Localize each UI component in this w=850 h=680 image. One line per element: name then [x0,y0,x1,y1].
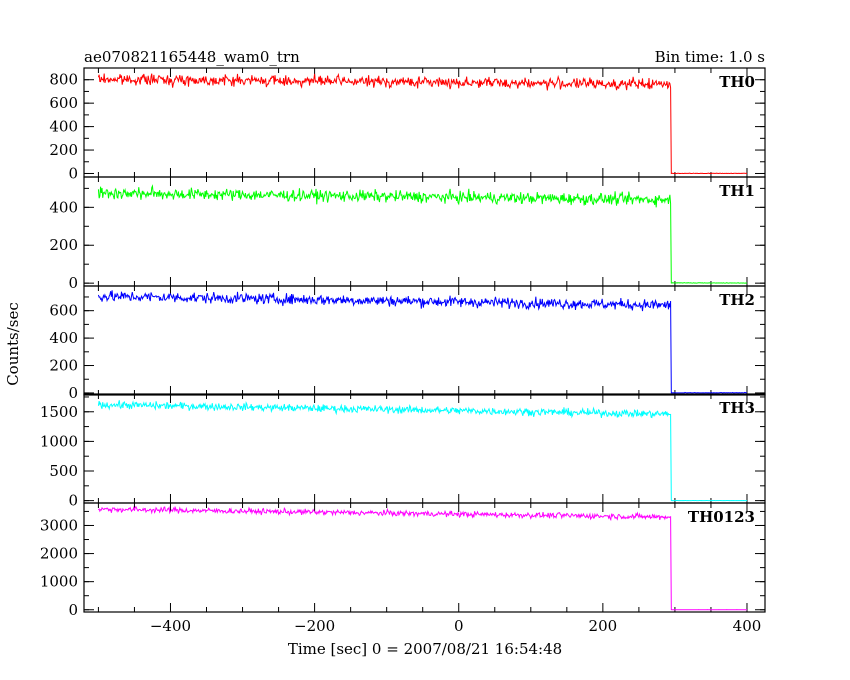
series-th2 [97,290,748,394]
x-axis-label: Time [sec] 0 = 2007/08/21 16:54:48 [288,640,562,658]
series-th0 [97,72,748,175]
y-tick-label: 600 [49,94,78,112]
chart-title: ae070821165448_wam0_trn [84,48,300,66]
y-tick-label: 3000 [40,516,78,534]
panel-frame [83,393,766,504]
x-tick-label: 0 [454,617,464,635]
y-tick-label: 0 [68,164,78,182]
series-th0123 [98,505,748,611]
series-th1 [97,184,748,284]
y-tick-label: 0 [68,601,78,619]
panel-frame [83,67,766,178]
panel-th2: 0 200 400 600 TH2 [49,285,766,402]
y-tick-label: 0 [68,384,78,402]
y-tick-label: 0 [68,492,78,510]
panel-label: TH0 [719,73,755,91]
y-tick-label: 1500 [40,403,78,421]
y-axis-label: Counts/sec [4,302,22,386]
bin-time-label: Bin time: 1.0 s [655,48,765,66]
panel-label: TH3 [719,399,755,417]
y-tick-label: 500 [49,462,78,480]
y-tick-label: 200 [49,141,78,159]
panel-th0123: 0 1000 2000 3000 TH0123 −400 −200 0 200 400 [40,502,766,635]
x-tick-label: −400 [150,617,191,635]
y-tick-label: 400 [49,329,78,347]
panel-th1: 0 200 400 TH1 [49,176,766,292]
panel-frame [83,502,766,613]
x-tick-label: 200 [589,617,618,635]
panel-label: TH0123 [688,508,755,526]
y-tick-label: 800 [49,71,78,89]
x-tick-label: 400 [733,617,762,635]
y-tick-label: 600 [49,302,78,320]
panel-label: TH2 [719,291,755,309]
y-tick-label: 0 [68,274,78,292]
panel-label: TH1 [719,182,755,200]
y-tick-label: 2000 [40,545,78,563]
y-tick-label: 200 [49,357,78,375]
series-th3 [97,400,748,502]
y-tick-label: 400 [49,118,78,136]
panel-th0: 0 200 400 600 800 TH0 [49,67,766,182]
y-tick-label: 400 [49,198,78,216]
x-tick-label: −200 [294,617,335,635]
panel-frame [83,285,766,396]
y-tick-label: 1000 [40,432,78,450]
y-tick-label: 1000 [40,573,78,591]
y-tick-label: 200 [49,236,78,254]
panel-frame [83,176,766,287]
panel-th3: 0 500 1000 1500 TH3 [40,393,766,510]
